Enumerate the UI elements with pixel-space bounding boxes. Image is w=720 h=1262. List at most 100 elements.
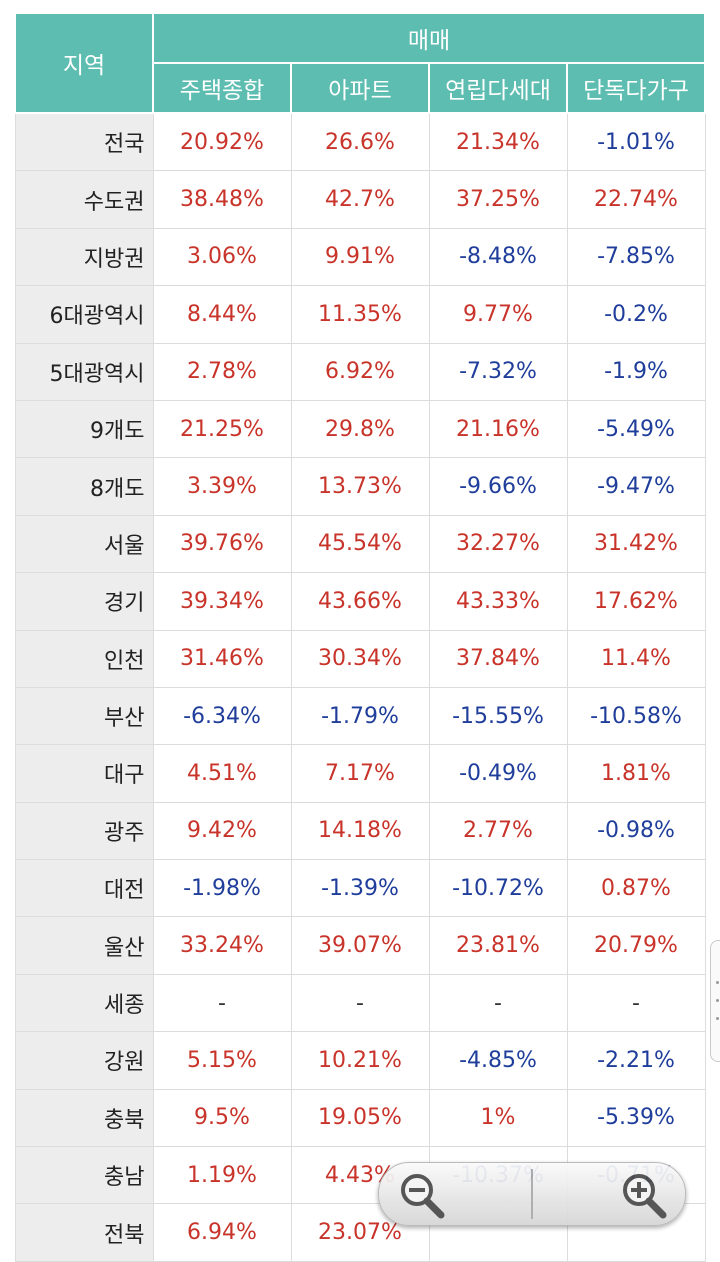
value-cell: -0.49% (428, 744, 568, 803)
value-cell: 38.48% (152, 170, 292, 229)
region-name: 수도권 (14, 170, 154, 229)
table-row: 경기 39.34% 43.66% 43.33% 17.62% (14, 572, 706, 631)
zoom-in-icon (623, 1174, 667, 1219)
value-cell: 14.18% (290, 801, 430, 861)
value-cell: 5.15% (152, 1031, 292, 1090)
value-cell: -10.72% (428, 859, 568, 918)
value-cell: -0.2% (566, 285, 706, 344)
zoom-out-button[interactable] (395, 1169, 449, 1221)
edge-panel-handle[interactable] (710, 940, 720, 1062)
value-cell: 6.92% (290, 342, 430, 401)
value-cell: 31.42% (566, 514, 706, 574)
zoom-divider (531, 1169, 533, 1219)
value-cell: -15.55% (428, 686, 568, 746)
table-body: 전국 20.92% 26.6% 21.34% -1.01% 수도권 38.48% 42.7% 3… (14, 112, 706, 1262)
table-row: 9개도 21.25% 29.8% 21.16% -5.49% (14, 399, 706, 459)
value-cell: 4.51% (152, 744, 292, 803)
value-cell: 43.66% (290, 572, 430, 631)
value-cell: 20.79% (566, 916, 706, 975)
table-row: 세종 - - - - (14, 973, 706, 1033)
value-cell: -9.47% (566, 457, 706, 516)
value-cell: 21.34% (428, 112, 568, 172)
value-cell: -1.79% (290, 686, 430, 746)
region-header: 지역 (14, 12, 154, 114)
value-cell: 22.74% (566, 170, 706, 229)
table-row: 인천 31.46% 30.34% 37.84% 11.4% (14, 629, 706, 688)
value-cell: 0.87% (566, 859, 706, 918)
table-row: 8개도 3.39% 13.73% -9.66% -9.47% (14, 457, 706, 516)
value-cell: -1.39% (290, 859, 430, 918)
value-cell: 17.62% (566, 572, 706, 631)
value-cell: 20.92% (152, 112, 292, 172)
value-cell: 39.76% (152, 514, 292, 574)
region-name: 충남 (14, 1146, 154, 1205)
value-cell: 39.34% (152, 572, 292, 631)
value-cell: 33.24% (152, 916, 292, 975)
value-cell: 11.4% (566, 629, 706, 688)
col-header-total-housing: 주택종합 (152, 62, 292, 114)
value-cell: 8.44% (152, 285, 292, 344)
value-cell: 26.6% (290, 112, 430, 172)
value-cell: 42.7% (290, 170, 430, 229)
value-cell: 21.16% (428, 399, 568, 459)
value-cell: 9.42% (152, 801, 292, 861)
table-row: 광주 9.42% 14.18% 2.77% -0.98% (14, 801, 706, 861)
value-cell: -1.9% (566, 342, 706, 401)
region-name: 부산 (14, 686, 154, 746)
col-header-row-house: 연립다세대 (428, 62, 568, 114)
value-cell: 43.33% (428, 572, 568, 631)
table-row: 전국 20.92% 26.6% 21.34% -1.01% (14, 112, 706, 172)
value-cell: 3.06% (152, 227, 292, 287)
zoom-controls (378, 1162, 686, 1226)
zoom-out-icon (401, 1174, 445, 1219)
table-row: 강원 5.15% 10.21% -4.85% -2.21% (14, 1031, 706, 1090)
region-name: 강원 (14, 1031, 154, 1090)
value-cell: -8.48% (428, 227, 568, 287)
value-cell: 13.73% (290, 457, 430, 516)
table-row: 대전 -1.98% -1.39% -10.72% 0.87% (14, 859, 706, 918)
table-row: 부산 -6.34% -1.79% -15.55% -10.58% (14, 686, 706, 746)
table-row: 지방권 3.06% 9.91% -8.48% -7.85% (14, 227, 706, 287)
col-header-detached-house: 단독다가구 (566, 62, 706, 114)
region-name: 인천 (14, 629, 154, 688)
value-cell: 1.81% (566, 744, 706, 803)
region-name: 세종 (14, 973, 154, 1033)
region-name: 광주 (14, 801, 154, 861)
table-row: 서울 39.76% 45.54% 32.27% 31.42% (14, 514, 706, 574)
value-cell: 1.19% (152, 1146, 292, 1205)
region-name: 전국 (14, 112, 154, 172)
table-row: 울산 33.24% 39.07% 23.81% 20.79% (14, 916, 706, 975)
region-name: 경기 (14, 572, 154, 631)
value-cell: - (566, 973, 706, 1033)
value-cell: 9.5% (152, 1088, 292, 1148)
table-row: 6대광역시 8.44% 11.35% 9.77% -0.2% (14, 285, 706, 344)
value-cell: -2.21% (566, 1031, 706, 1090)
value-cell: 31.46% (152, 629, 292, 688)
region-name: 대구 (14, 744, 154, 803)
value-cell: -10.58% (566, 686, 706, 746)
value-cell: 1% (428, 1088, 568, 1148)
value-cell: -0.98% (566, 801, 706, 861)
value-cell: 7.17% (290, 744, 430, 803)
value-cell: 11.35% (290, 285, 430, 344)
region-name: 8개도 (14, 457, 154, 516)
value-cell: 9.91% (290, 227, 430, 287)
value-cell: 23.81% (428, 916, 568, 975)
value-cell: 10.21% (290, 1031, 430, 1090)
table-row: 충북 9.5% 19.05% 1% -5.39% (14, 1088, 706, 1148)
value-cell: 37.84% (428, 629, 568, 688)
value-cell: 2.78% (152, 342, 292, 401)
zoom-in-button[interactable] (617, 1169, 671, 1221)
value-cell: 45.54% (290, 514, 430, 574)
region-name: 전북 (14, 1203, 154, 1262)
table-row: 5대광역시 2.78% 6.92% -7.32% -1.9% (14, 342, 706, 401)
value-cell: -9.66% (428, 457, 568, 516)
region-name: 지방권 (14, 227, 154, 287)
value-cell: - (290, 973, 430, 1033)
value-cell: 29.8% (290, 399, 430, 459)
region-name: 대전 (14, 859, 154, 918)
region-name: 서울 (14, 514, 154, 574)
value-cell: -5.39% (566, 1088, 706, 1148)
value-cell: - (428, 973, 568, 1033)
price-change-table: 지역 매매 주택종합 아파트 연립다세대 단독다가구 전국 20.92% 26.6%… (14, 12, 706, 1262)
